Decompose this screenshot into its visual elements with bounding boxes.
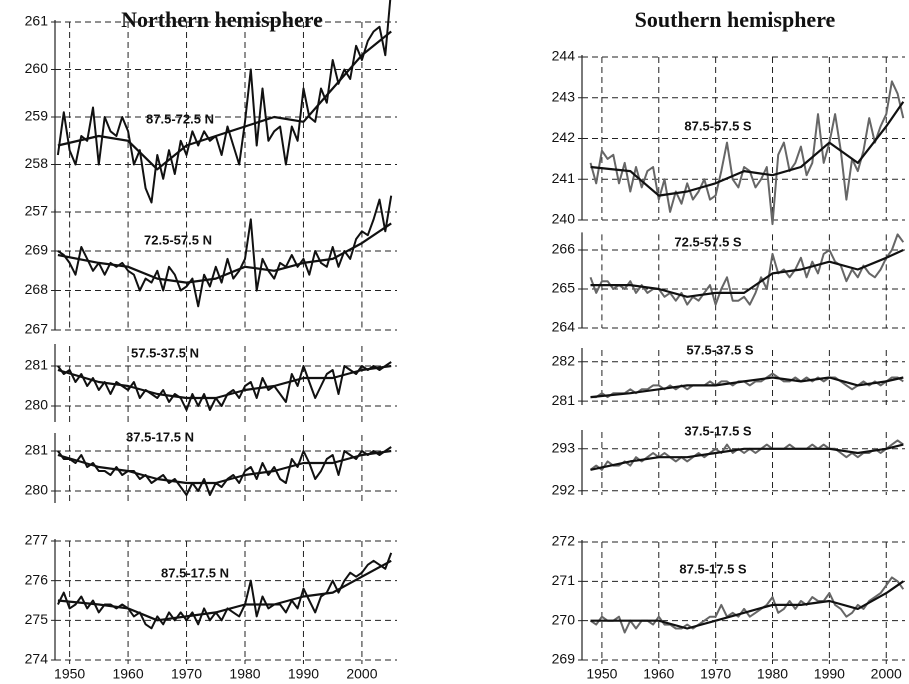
y-tick-label: 267 [25,321,49,337]
column-heading: Northern hemisphere [121,7,323,32]
x-tick-label: 1960 [112,666,143,682]
panel-label: 87.5-72.5 N [146,111,214,126]
panel-label: 37.5-17.5 N [126,429,194,444]
y-tick-label: 274 [25,651,49,667]
smoothed-line [590,376,904,399]
y-tick-label: 240 [552,211,576,227]
panel-label: 72.5-57.5 N [144,232,212,247]
y-tick-label: 281 [552,392,576,408]
y-tick-label: 293 [552,440,576,456]
y-tick-label: 280 [25,482,49,498]
y-tick-label: 292 [552,482,576,498]
x-tick-label: 1990 [288,666,319,682]
y-tick-label: 280 [25,397,49,413]
y-tick-label: 266 [552,241,576,257]
x-tick-label: 2000 [346,666,377,682]
smoothed-line [590,249,904,298]
y-tick-label: 276 [25,571,49,587]
y-tick-label: 260 [25,60,49,76]
y-tick-label: 270 [552,611,576,627]
smoothed-line [590,443,904,471]
column-heading: Southern hemisphere [635,7,836,32]
y-tick-label: 281 [25,357,49,373]
annual-line [57,446,392,496]
panel-label: 37.5-17.5 S [684,423,752,438]
y-tick-label: 271 [552,572,576,588]
annual-line [589,439,904,471]
x-tick-label: 1950 [586,666,617,682]
y-tick-label: 269 [552,651,576,667]
annual-line [589,576,905,634]
y-tick-label: 264 [552,319,576,335]
x-tick-label: 1970 [700,666,731,682]
panel-label: 72.5-57.5 S [674,234,742,249]
panel-label: 57.5-37.5 S [686,342,754,357]
annual-line [57,552,393,630]
annual-line [57,361,392,411]
y-tick-label: 272 [552,533,576,549]
x-tick-label: 1960 [643,666,674,682]
y-tick-label: 261 [25,13,49,29]
y-tick-label: 259 [25,108,49,124]
x-tick-label: 1990 [814,666,845,682]
y-tick-label: 268 [25,281,49,297]
x-tick-label: 1980 [757,666,788,682]
panel-label: 87.5-17.5 N [161,565,229,580]
y-tick-label: 277 [25,532,49,548]
y-tick-label: 275 [25,611,49,627]
y-tick-label: 258 [25,155,49,171]
y-tick-label: 242 [552,129,576,145]
smoothed-line [57,364,392,400]
smoothed-line [57,449,392,485]
annual-line [590,372,904,399]
x-tick-label: 2000 [871,666,902,682]
y-tick-label: 244 [552,48,576,64]
y-tick-label: 243 [552,88,576,104]
smoothed-line [57,30,392,171]
panel-label: 87.5-57.5 S [684,118,752,133]
smoothed-line [57,222,392,284]
smoothed-line [57,559,392,622]
panel-label: 57.5-37.5 N [131,345,199,360]
y-tick-label: 281 [25,442,49,458]
y-tick-label: 257 [25,203,49,219]
panel-label: 87.5-17.5 S [679,561,747,576]
x-tick-label: 1950 [54,666,85,682]
x-tick-label: 1980 [229,666,260,682]
smoothed-line [590,580,904,630]
y-tick-label: 241 [552,170,576,186]
annual-line [589,80,905,226]
annual-line [56,0,392,204]
y-tick-label: 265 [552,280,576,296]
x-tick-label: 1970 [171,666,202,682]
y-tick-label: 282 [552,352,576,368]
y-tick-label: 269 [25,242,49,258]
smoothed-line [590,101,905,197]
